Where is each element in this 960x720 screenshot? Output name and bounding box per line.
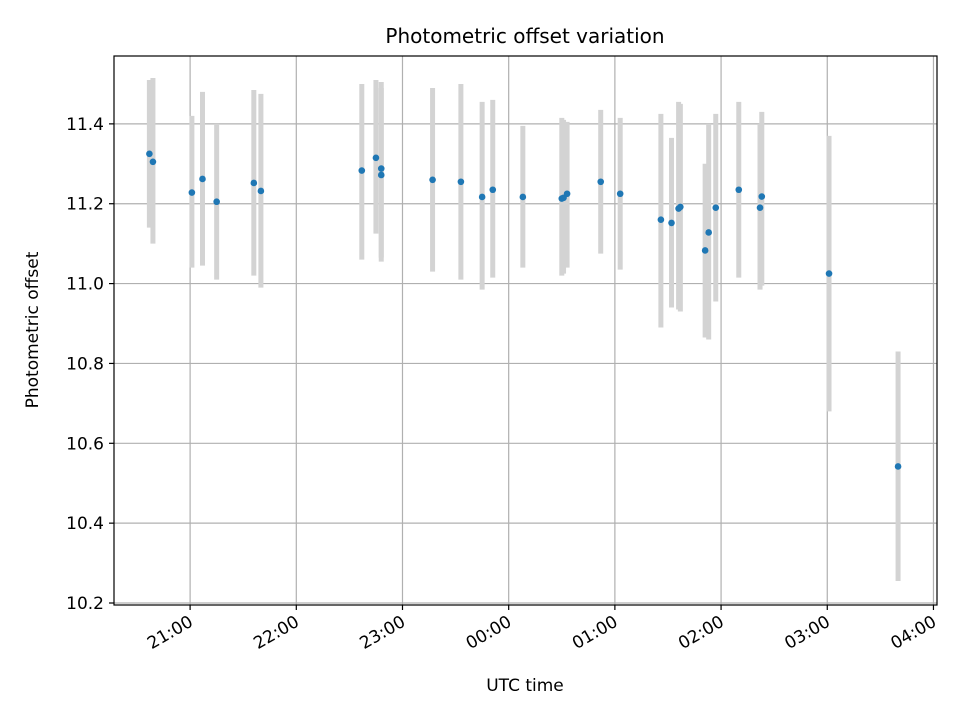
data-point <box>429 176 436 184</box>
x-tick-label: 04:00 <box>888 612 940 654</box>
data-point <box>597 178 605 186</box>
y-tick-label: 10.6 <box>66 434 104 454</box>
data-point <box>377 165 385 172</box>
y-axis: 10.2 10.4 10.6 10.8 11.0 11.2 11.4 <box>66 115 114 614</box>
data-point <box>188 189 196 196</box>
data-point <box>712 204 720 212</box>
y-tick-label: 10.2 <box>66 594 104 614</box>
y-tick-label: 10.8 <box>66 354 104 374</box>
data-point <box>372 154 380 162</box>
data-points <box>146 150 902 470</box>
x-tick-label: 22:00 <box>250 612 302 654</box>
data-point <box>825 270 833 277</box>
y-tick-label: 10.4 <box>66 514 104 534</box>
x-tick-label: 03:00 <box>781 612 833 654</box>
data-point <box>358 167 366 174</box>
data-point <box>519 193 527 201</box>
data-point <box>705 229 712 236</box>
data-point <box>735 186 743 194</box>
x-tick-label: 23:00 <box>357 612 409 654</box>
data-point <box>149 158 157 166</box>
data-point <box>478 193 486 201</box>
data-point <box>563 190 571 198</box>
error-bars <box>146 77 901 582</box>
data-point <box>489 186 497 194</box>
data-point <box>199 175 206 183</box>
data-point <box>616 190 624 198</box>
data-point <box>457 178 465 186</box>
x-tick-label: 21:00 <box>144 612 196 654</box>
data-point <box>756 204 764 212</box>
x-axis: 21:00 22:00 23:00 00:00 01:00 02:00 03:00 04:00 <box>144 605 940 654</box>
x-tick-label: 01:00 <box>569 612 621 654</box>
data-point <box>377 171 385 179</box>
data-point <box>657 216 665 224</box>
y-tick-label: 11.4 <box>66 115 104 135</box>
y-tick-label: 11.2 <box>66 195 104 215</box>
x-tick-label: 00:00 <box>463 612 515 654</box>
chart-title: Photometric offset variation <box>385 24 664 48</box>
data-point <box>701 247 709 254</box>
plot-frame <box>113 55 938 606</box>
x-axis-label: UTC time <box>486 676 564 696</box>
data-point <box>758 193 766 200</box>
data-point <box>894 463 902 470</box>
y-axis-label: Photometric offset <box>23 251 43 408</box>
data-point <box>257 187 265 195</box>
grid <box>114 56 937 605</box>
data-point <box>677 203 684 211</box>
data-point <box>213 198 220 206</box>
data-point <box>668 219 675 227</box>
y-tick-label: 11.0 <box>66 275 104 295</box>
data-point <box>146 150 153 158</box>
data-point <box>250 179 258 187</box>
x-tick-label: 02:00 <box>675 612 727 654</box>
